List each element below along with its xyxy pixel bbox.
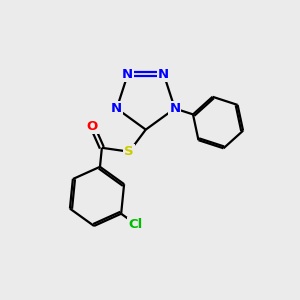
Text: Cl: Cl <box>128 218 143 231</box>
Text: N: N <box>169 102 180 115</box>
Text: N: N <box>111 102 122 115</box>
Text: O: O <box>87 120 98 133</box>
Text: S: S <box>124 145 134 158</box>
Text: N: N <box>122 68 133 81</box>
Text: N: N <box>158 68 169 81</box>
